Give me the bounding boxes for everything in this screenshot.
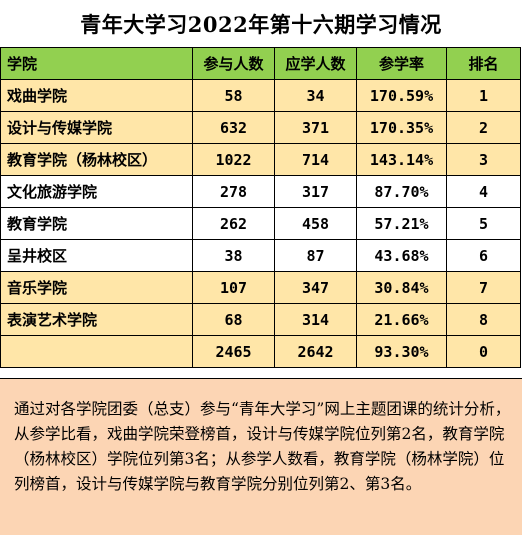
cell-participants: 68 [192, 303, 275, 336]
table-row: 表演艺术学院 68 314 21.66% 8 [0, 303, 521, 336]
table-row: 2465 2642 93.30% 0 [0, 335, 521, 368]
cell-rate: 21.66% [356, 303, 447, 336]
cell-required: 458 [274, 207, 357, 240]
cell-participants: 58 [192, 79, 275, 112]
table-header-row: 学院 参与人数 应学人数 参学率 排名 [0, 47, 521, 80]
cell-rate: 57.21% [356, 207, 447, 240]
cell-rank: 3 [446, 143, 521, 176]
cell-participants: 632 [192, 111, 275, 144]
cell-rank: 8 [446, 303, 521, 336]
header-required: 应学人数 [274, 47, 357, 80]
cell-participants: 1022 [192, 143, 275, 176]
cell-rate: 93.30% [356, 335, 447, 368]
cell-rank: 0 [446, 335, 521, 368]
header-participants: 参与人数 [192, 47, 275, 80]
cell-college: 表演艺术学院 [0, 303, 193, 336]
cell-participants: 107 [192, 271, 275, 304]
cell-required: 347 [274, 271, 357, 304]
cell-participants: 2465 [192, 335, 275, 368]
cell-rate: 170.59% [356, 79, 447, 112]
cell-college: 音乐学院 [0, 271, 193, 304]
header-rate: 参学率 [356, 47, 447, 80]
cell-required: 87 [274, 239, 357, 272]
table-row: 戏曲学院 58 34 170.59% 1 [0, 79, 521, 112]
cell-college: 戏曲学院 [0, 79, 193, 112]
cell-rank: 5 [446, 207, 521, 240]
cell-required: 34 [274, 79, 357, 112]
cell-participants: 262 [192, 207, 275, 240]
cell-college [0, 335, 193, 368]
cell-participants: 278 [192, 175, 275, 208]
cell-college: 设计与传媒学院 [0, 111, 193, 144]
table-row: 教育学院 262 458 57.21% 5 [0, 207, 521, 240]
cell-rate: 143.14% [356, 143, 447, 176]
cell-participants: 38 [192, 239, 275, 272]
cell-college: 教育学院 [0, 207, 193, 240]
cell-college: 教育学院（杨林校区） [0, 143, 193, 176]
cell-required: 714 [274, 143, 357, 176]
page-title: 青年大学习2022年第十六期学习情况 [80, 11, 442, 37]
cell-rank: 6 [446, 239, 521, 272]
cell-college: 呈井校区 [0, 239, 193, 272]
cell-college: 文化旅游学院 [0, 175, 193, 208]
table-row: 文化旅游学院 278 317 87.70% 4 [0, 175, 521, 208]
header-college: 学院 [0, 47, 193, 80]
cell-rank: 4 [446, 175, 521, 208]
cell-required: 371 [274, 111, 357, 144]
cell-rank: 1 [446, 79, 521, 112]
header-rank: 排名 [446, 47, 521, 80]
table-row: 音乐学院 107 347 30.84% 7 [0, 271, 521, 304]
cell-rate: 170.35% [356, 111, 447, 144]
cell-rate: 43.68% [356, 239, 447, 272]
table-row: 呈井校区 38 87 43.68% 6 [0, 239, 521, 272]
cell-rank: 2 [446, 111, 521, 144]
table-row: 设计与传媒学院 632 371 170.35% 2 [0, 111, 521, 144]
cell-rank: 7 [446, 271, 521, 304]
cell-required: 2642 [274, 335, 357, 368]
participation-table: 学院 参与人数 应学人数 参学率 排名 戏曲学院 58 34 170.59% 1 设计与传… [0, 47, 521, 368]
summary-note: 通过对各学院团委（总支）参与“青年大学习”网上主题团课的统计分析，从参学比看，戏… [0, 378, 522, 535]
cell-required: 314 [274, 303, 357, 336]
table-row: 教育学院（杨林校区） 1022 714 143.14% 3 [0, 143, 521, 176]
cell-required: 317 [274, 175, 357, 208]
cell-rate: 30.84% [356, 271, 447, 304]
cell-rate: 87.70% [356, 175, 447, 208]
